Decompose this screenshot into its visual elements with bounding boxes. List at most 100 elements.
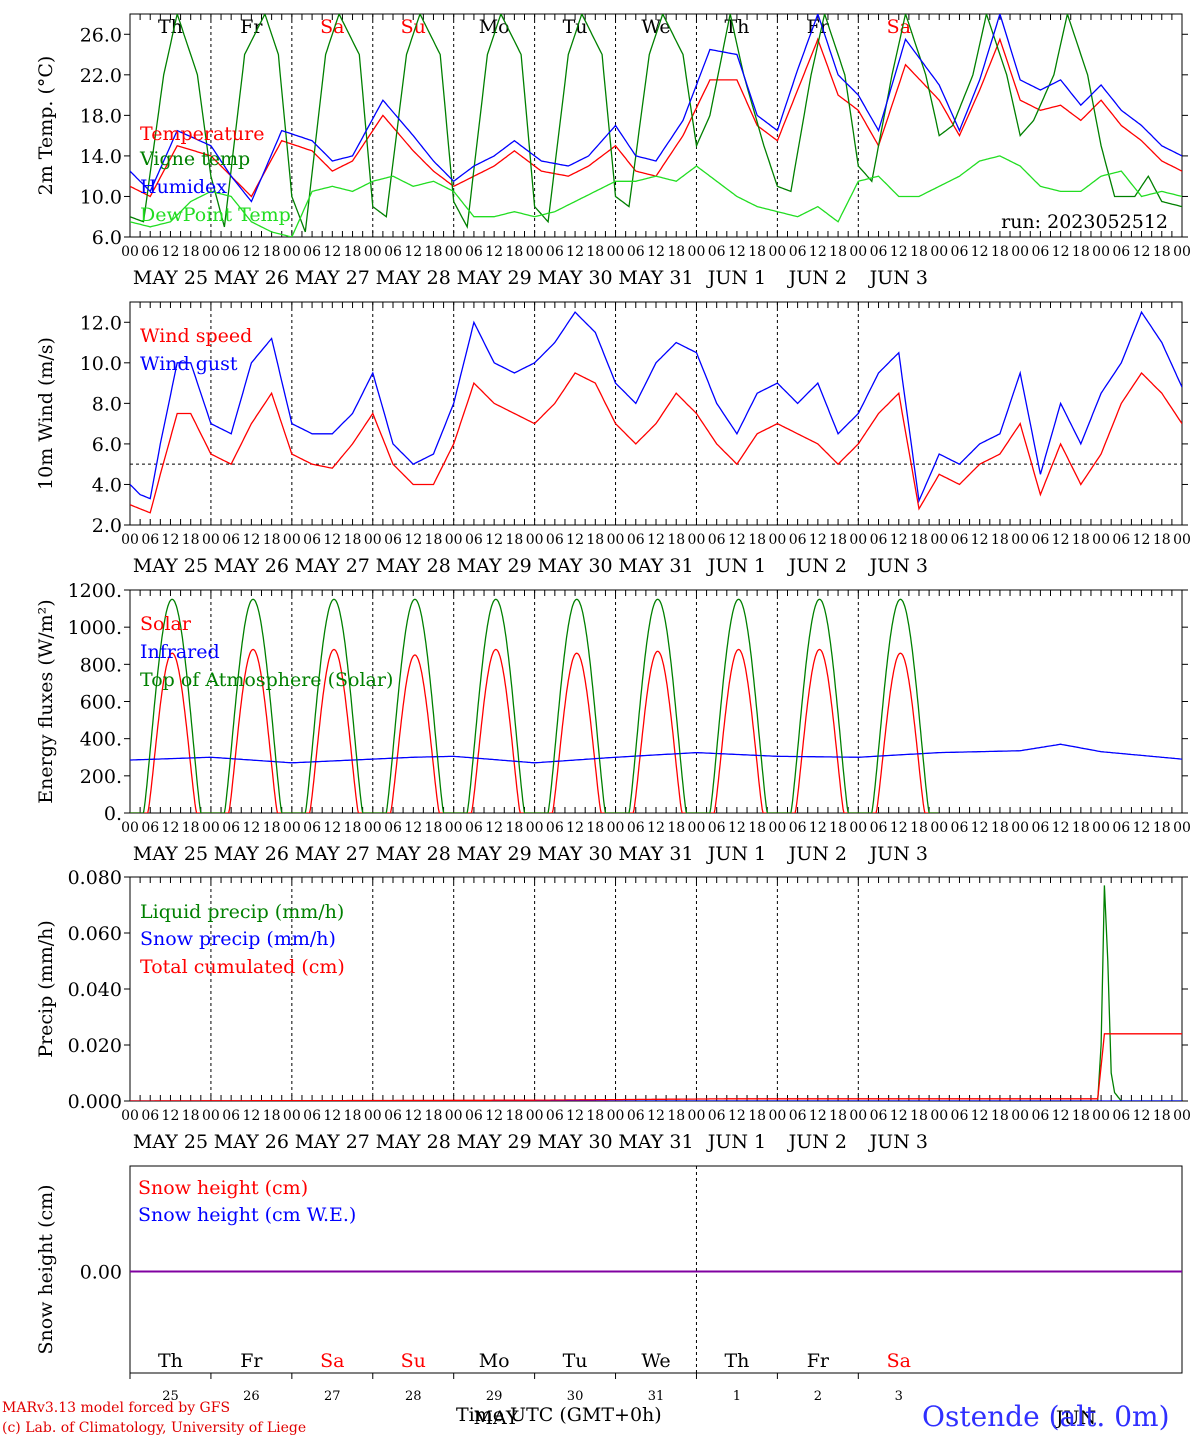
hour-tick-label: 12 [809,1108,827,1124]
hour-tick-label: 18 [748,532,766,548]
y-tick-label: 600. [80,692,122,714]
weekday-label: Th [158,1350,183,1372]
hour-tick-label: 06 [1112,820,1130,836]
hour-tick-label: 00 [849,532,867,548]
hour-tick-label: 12 [566,532,584,548]
panel-1: 00 06 12 18 00 06 12 18 00 06 12 18 00 06 12 18 00 06 12 18… [35,13,1191,289]
hour-tick-label: 12 [485,244,503,260]
hour-tick-label: 06 [303,532,321,548]
hour-tick-label: 18 [182,532,200,548]
hour-tick-label: 12 [647,820,665,836]
weekday-label: Sa [887,1350,911,1372]
hour-tick-label: 06 [951,532,969,548]
date-label: MAY 30 [537,843,612,865]
hour-tick-label: 18 [748,244,766,260]
series-line-infrared [130,743,1182,764]
hour-tick-label: 12 [323,244,341,260]
hour-tick-label: 06 [546,532,564,548]
hour-tick-label: 18 [425,532,443,548]
plot-frame [129,301,1183,526]
y-tick-label: 22.0 [80,65,122,87]
hour-tick-label: 12 [162,1108,180,1124]
hour-tick-label: 18 [910,532,928,548]
hour-tick-label: 06 [303,1108,321,1124]
y-axis-label: Precip (mm/h) [35,920,57,1058]
weekday-label: Th [158,16,183,38]
hour-tick-label: 12 [1052,820,1070,836]
date-label: MAY 26 [214,555,289,577]
hour-tick-label: 12 [728,244,746,260]
hour-tick-label: 00 [607,244,625,260]
panel-5: Th 25 Fr 26 Sa 27 Su 28 Mo 29 Tu 30 We 31 Th 1 Fr 2 Sa 3 0.0… [35,1165,1183,1404]
daynum-label: 30 [567,1389,584,1404]
y-tick-label: 14.0 [80,146,122,168]
legend-entry: DewPoint Temp [140,204,291,226]
hour-tick-label: 00 [930,532,948,548]
hour-tick-label: 00 [121,1108,139,1124]
hour-tick-label: 12 [323,532,341,548]
hour-tick-label: 06 [141,244,159,260]
hour-tick-label: 00 [283,1108,301,1124]
weekday-label: Sa [320,16,344,38]
hour-tick-label: 18 [182,244,200,260]
hour-tick-label: 06 [384,1108,402,1124]
y-tick-label: 400. [80,729,122,751]
date-label: MAY 28 [376,1131,451,1153]
hour-tick-label: 00 [202,820,220,836]
daynum-label: 27 [324,1389,341,1404]
y-tick-label: 10.0 [80,353,122,375]
month-label: MAY [474,1407,519,1429]
series-line-solar [130,648,939,813]
hour-tick-label: 00 [445,820,463,836]
daynum-label: 31 [648,1389,665,1404]
weekday-label: We [641,16,670,38]
y-tick-label: 26.0 [80,24,122,46]
hour-tick-label: 00 [849,1108,867,1124]
hour-tick-label: 18 [505,532,523,548]
hour-tick-label: 00 [768,1108,786,1124]
hour-tick-label: 12 [1052,244,1070,260]
date-label: MAY 27 [295,267,370,289]
hour-tick-label: 12 [971,1108,989,1124]
y-tick-label: 12.0 [80,312,122,334]
date-label: MAY 31 [618,555,693,577]
date-label: JUN 3 [868,267,928,289]
hour-tick-label: 06 [627,532,645,548]
x-axis-title: Time UTC (GMT+0h) [456,1404,662,1426]
hour-tick-label: 06 [1031,244,1049,260]
panel-3: 00 06 12 18 00 06 12 18 00 06 12 18 00 06 12 18 00 06 12 18… [35,580,1191,865]
legend-entry: Snow height (cm W.E.) [138,1204,356,1226]
plot-frame [129,1165,1183,1374]
hour-tick-label: 00 [1011,1108,1029,1124]
daynum-label: 2 [814,1389,822,1404]
legend-entry: Snow precip (mm/h) [140,928,336,950]
hour-tick-label: 06 [708,244,726,260]
hour-tick-label: 18 [182,820,200,836]
hour-tick-label: 18 [505,820,523,836]
weekday-label: Fr [240,1350,263,1372]
hour-tick-label: 00 [688,1108,706,1124]
y-tick-label: 0.020 [68,1035,122,1057]
month-label: JUN [1054,1407,1096,1429]
hour-tick-label: 06 [870,1108,888,1124]
series-line-wind-gust [130,310,1182,504]
hour-tick-label: 00 [445,244,463,260]
date-label: JUN 3 [868,555,928,577]
hour-tick-label: 06 [708,532,726,548]
y-tick-label: 18.0 [80,105,122,127]
hour-tick-label: 06 [789,244,807,260]
weekday-label: Fr [240,16,263,38]
hour-tick-label: 00 [607,820,625,836]
y-tick-label: 0. [104,803,122,825]
series-line-vigne-temp [130,14,1182,233]
hour-tick-label: 12 [162,244,180,260]
hour-tick-label: 18 [910,820,928,836]
weekday-label: Th [724,1350,749,1372]
hour-tick-label: 12 [242,244,260,260]
hour-tick-label: 12 [809,820,827,836]
legend-entry: Vigne temp [139,148,250,170]
y-tick-label: 0.000 [68,1091,122,1113]
credit-line-1: MARv3.13 model forced by GFS [2,1400,231,1416]
y-tick-label: 0.00 [80,1262,122,1284]
hour-tick-label: 06 [708,820,726,836]
